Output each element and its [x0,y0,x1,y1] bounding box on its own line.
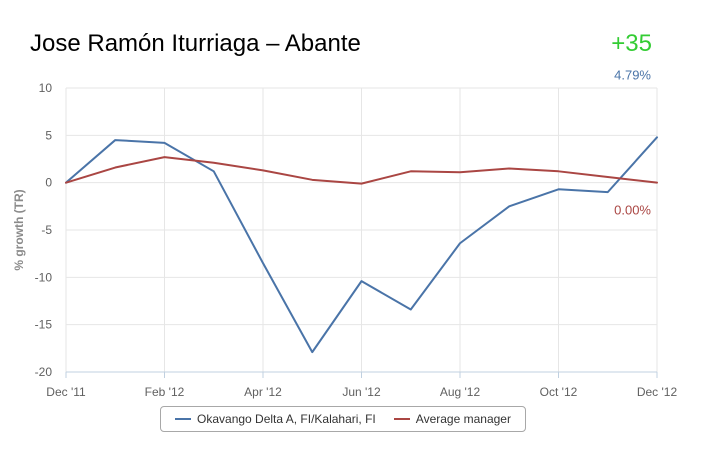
y-tick-label: -10 [35,270,53,284]
chart-legend: Okavango Delta A, FI/Kalahari, FI Averag… [160,406,526,432]
y-tick-label: 10 [39,81,53,95]
legend-swatch-series-1 [175,418,192,420]
x-tick-label: Dec '11 [46,385,86,399]
page-title: Jose Ramón Iturriaga – Abante [30,30,361,57]
x-tick-label: Apr '12 [244,385,282,399]
y-tick-label: 0 [45,176,52,190]
y-tick-label: -15 [35,318,53,332]
legend-item-series-1[interactable]: Okavango Delta A, FI/Kalahari, FI [175,412,376,426]
legend-item-series-2[interactable]: Average manager [393,412,511,426]
y-axis-title: % growth (TR) [12,189,26,270]
series-line-2 [65,156,658,185]
series-line-1 [65,136,658,354]
end-value-label-1: 4.79% [614,67,651,82]
x-tick-label: Aug '12 [440,385,481,399]
score-value: +35 [611,30,652,57]
x-tick-label: Jun '12 [342,385,381,399]
y-tick-label: -5 [41,223,52,237]
y-tick-label: 5 [45,128,52,142]
legend-label-series-2: Average manager [415,412,511,426]
x-tick-label: Dec '12 [637,385,678,399]
x-tick-label: Oct '12 [540,385,578,399]
x-tick-label: Feb '12 [145,385,185,399]
y-tick-label: -20 [35,365,53,379]
legend-label-series-1: Okavango Delta A, FI/Kalahari, FI [197,412,376,426]
end-value-label-2: 0.00% [614,203,651,218]
legend-swatch-series-2 [393,418,410,420]
